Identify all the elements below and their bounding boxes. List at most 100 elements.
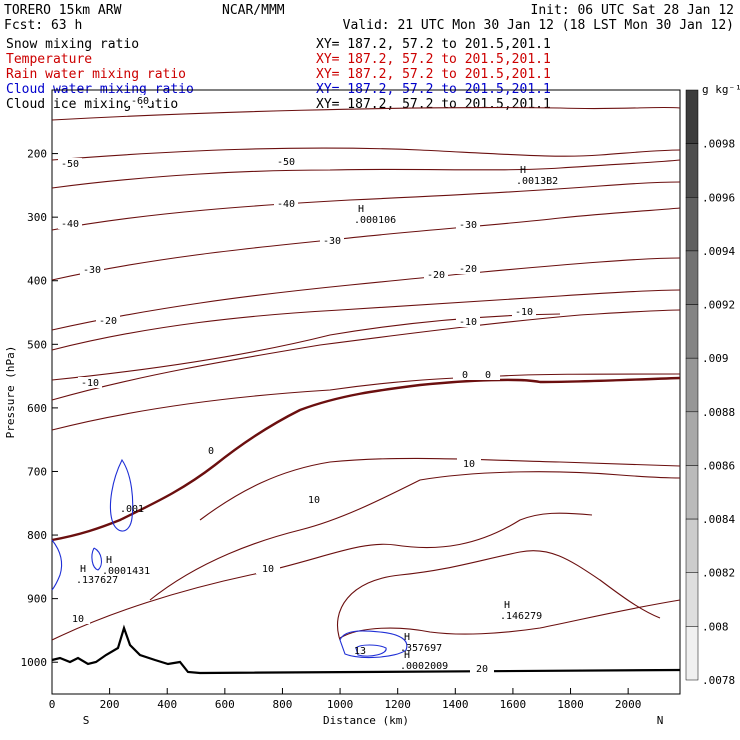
temp-label: -20 [427,270,445,281]
temp-label-bg [456,263,480,274]
temp-label: 0 [462,370,468,381]
x-axis-label: Distance (km) [323,714,409,727]
colorbar-segment [685,250,699,305]
x-tick-label: 1200 [384,698,411,711]
y-axis-label: Pressure (hPa) [4,346,17,439]
temp-label: -10 [515,307,533,318]
temp-label: 10 [262,564,274,575]
h-value: .0002009 [400,661,448,672]
temp-label-bg [96,315,120,326]
temp-label-bg [320,235,344,246]
colorbar-segment [685,143,699,198]
colorbar-segment [685,357,699,413]
field-xy: XY= 187.2, 57.2 to 201.5,201.1 [316,97,551,112]
contour-20 [339,599,681,639]
colorbar-tick-label: .0078 [702,674,735,687]
x-tick-label: 800 [273,698,293,711]
y-tick-label: 800 [27,529,47,542]
temp-label: -30 [459,220,477,231]
contour-minus10b [51,313,561,381]
temp-label-bg [80,264,104,275]
endpoint-right: N [657,714,664,727]
temp-label: -10 [459,317,477,328]
contour-labels: -50 -50 -40 -40 -30 -30 -30 -20 -20 -20 -10 -10 -10 0… [58,95,558,675]
forecast-hour: Fcst: 63 h [4,18,82,33]
temp-label-bg [256,563,280,574]
temp-label: -40 [277,199,295,210]
colorbar: .0098 .0096 .0094 .0092 .009 .0088 .0086 .0084.… [685,83,740,687]
contour-10 [199,457,681,521]
colorbar-tick-label: .0088 [702,406,735,419]
contour-minus20 [51,257,681,331]
temp-label-bg [199,445,223,456]
temp-label: 10 [463,459,475,470]
axes: 0 200 400 600 800 1000 1200 1400 1600 1800 2000200… [4,148,663,727]
x-tick-label: 0 [49,698,56,711]
temp-label: 0 [208,446,214,457]
h-value: .146279 [500,611,542,622]
temp-label: -10 [81,378,99,389]
colorbar-segment [685,518,699,573]
temp-label: -50 [277,157,295,168]
x-tick-label: 600 [215,698,235,711]
temp-label: 20 [476,664,488,675]
temp-label: -60 [131,96,149,107]
contour-minus40 [51,181,681,231]
temp-label-bg [58,218,82,229]
colorbar-segment [685,465,699,520]
temp-label-bg [512,306,536,317]
h-marker: H [80,564,86,575]
h-marker: H [520,165,526,176]
contour-zero-upper [51,373,681,431]
temp-label-bg [470,663,494,674]
colorbar-segment [685,626,699,681]
y-tick-label: 200 [27,148,47,161]
y-tick-label: 700 [27,465,47,478]
x-tick-label: 200 [100,698,120,711]
h-marker: H [404,632,410,643]
contour-minus10 [51,309,681,401]
field-xy: XY= 187.2, 57.2 to 201.5,201.1 [316,67,551,82]
colorbar-units: g kg⁻¹ [702,83,740,96]
temp-label-bg [456,219,480,230]
temp-label: -50 [61,159,79,170]
cloud-water-label: .001 [120,504,144,515]
center-title: NCAR/MMM [222,3,285,18]
h-marker: H [358,204,364,215]
field-xy: XY= 187.2, 57.2 to 201.5,201.1 [316,37,551,52]
temperature-contours [51,106,681,641]
temp-label-bg [274,198,298,209]
h-value: .000106 [354,215,396,226]
colorbar-tick-label: .0082 [702,567,735,580]
temp-label-bg [78,377,102,388]
y-tick-label: 500 [27,338,47,351]
colorbar-tick-label: .009 [702,352,729,365]
temp-label-bg [274,156,298,167]
temp-label-bg [476,369,500,380]
colorbar-tick-label: .0098 [702,138,735,151]
temp-label-bg [66,613,90,624]
temp-label: -20 [459,264,477,275]
colorbar-tick-label: .0092 [702,299,735,312]
colorbar-tick-label: .0086 [702,459,735,472]
temp-label: -30 [83,265,101,276]
temp-label: 0 [485,370,491,381]
field-name: Cloud ice mixing ratio [6,97,178,112]
x-tick-label: 1400 [442,698,469,711]
colorbar-segment [685,572,699,627]
x-tick-label: 2000 [615,698,642,711]
y-tick-label: 600 [27,402,47,415]
y-tick-label: 1000 [21,656,48,669]
contour-10b [149,471,681,601]
colorbar-segment [685,411,699,466]
terrain-line [51,624,681,675]
h-marker: H [106,555,112,566]
h-value: .0013B2 [516,176,558,187]
temp-label-bg [457,458,481,469]
cloud-water-small [91,547,103,571]
temp-label-bg [424,269,448,280]
h-marker: H [504,600,510,611]
freezing-level-contour [51,376,681,542]
